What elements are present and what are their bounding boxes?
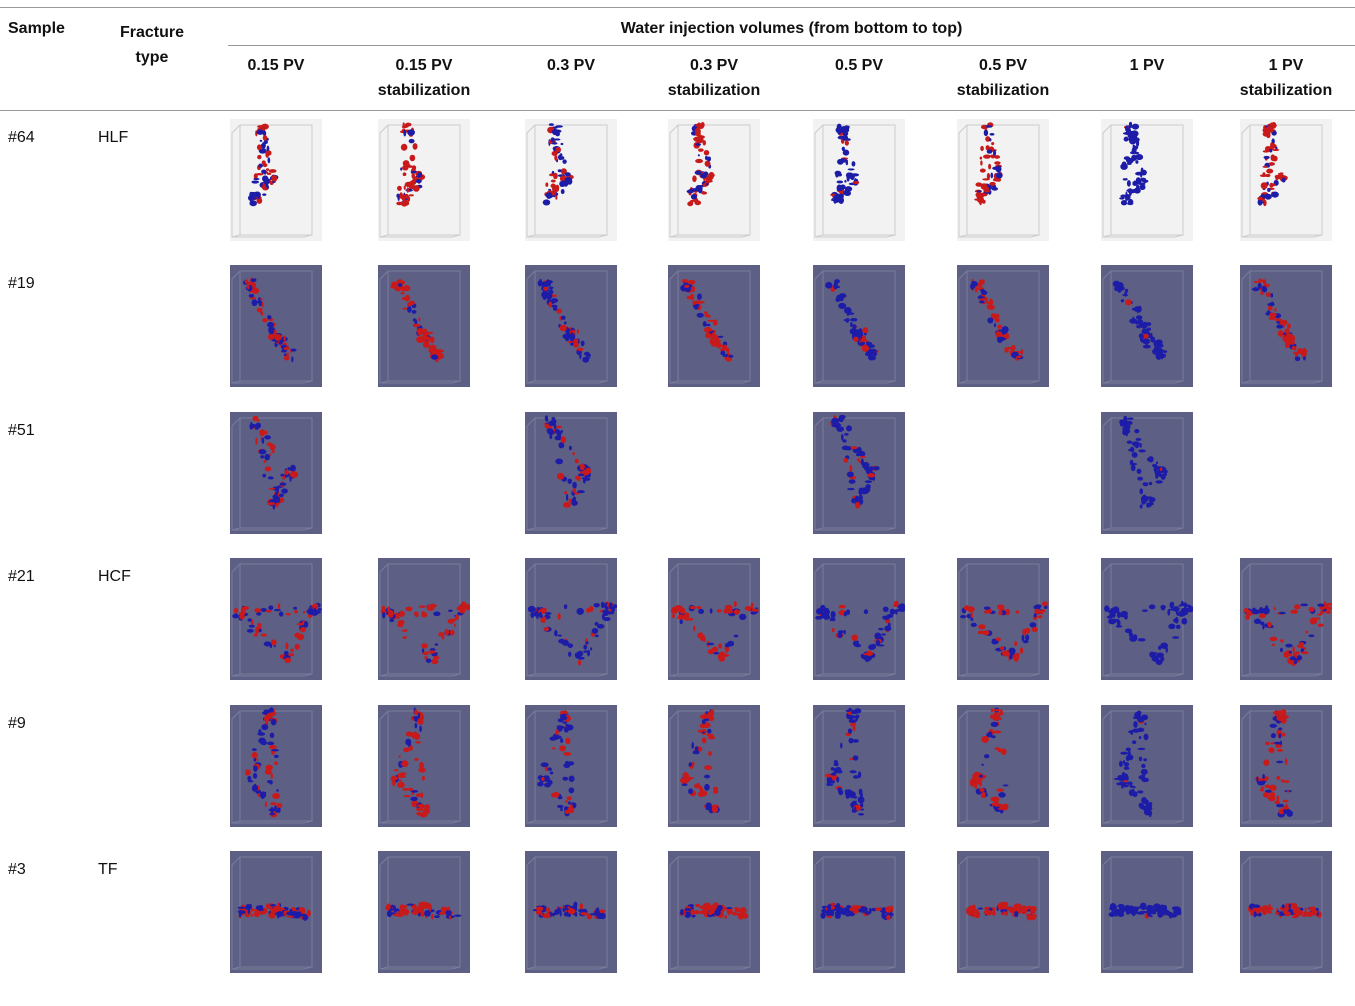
column-header: 1 PV: [1087, 53, 1207, 78]
ct-image: [813, 265, 905, 387]
fracture-type-cell: HCF: [98, 568, 131, 586]
ct-image: [525, 705, 617, 827]
sample-cell: #3: [8, 861, 26, 879]
ct-image: [813, 705, 905, 827]
ct-image: [668, 119, 760, 241]
page: Sample Fracture type Water injection vol…: [0, 0, 1355, 1006]
ct-image: [1101, 265, 1193, 387]
sample-header: Sample: [8, 20, 65, 38]
ct-image: [1101, 412, 1193, 534]
ct-image: [957, 119, 1049, 241]
ct-image: [525, 265, 617, 387]
ct-image: [1240, 705, 1332, 827]
ct-image: [957, 851, 1049, 973]
fracture-type-cell: HLF: [98, 129, 128, 147]
sample-cell: #21: [8, 568, 35, 586]
ct-image: [525, 412, 617, 534]
ct-image: [1101, 119, 1193, 241]
ct-image: [378, 265, 470, 387]
column-header: 0.15 PV: [216, 53, 336, 78]
column-header: 0.5 PV stabilization: [943, 53, 1063, 103]
sample-cell: #64: [8, 129, 35, 147]
sample-cell: #51: [8, 422, 35, 440]
ct-image: [525, 119, 617, 241]
ct-image: [813, 851, 905, 973]
ct-image: [378, 558, 470, 680]
ct-image: [668, 705, 760, 827]
ct-image: [378, 119, 470, 241]
ct-image: [230, 265, 322, 387]
header-rule: [0, 110, 1355, 111]
fracture-type-cell: TF: [98, 861, 118, 879]
ct-image: [230, 412, 322, 534]
ct-image: [813, 119, 905, 241]
ct-image: [668, 265, 760, 387]
group-rule: [228, 45, 1355, 46]
ct-image: [1101, 851, 1193, 973]
ct-image: [668, 851, 760, 973]
ct-image: [813, 412, 905, 534]
ct-image: [378, 851, 470, 973]
ct-image: [378, 705, 470, 827]
ct-image: [1101, 558, 1193, 680]
ct-image: [525, 851, 617, 973]
ct-image: [813, 558, 905, 680]
column-header: 0.3 PV stabilization: [654, 53, 774, 103]
ct-image: [668, 558, 760, 680]
ct-image: [230, 558, 322, 680]
sample-cell: #19: [8, 275, 35, 293]
ct-image: [1240, 265, 1332, 387]
ct-image: [1240, 119, 1332, 241]
ct-image: [1101, 705, 1193, 827]
column-header: 0.3 PV: [511, 53, 631, 78]
ct-image: [957, 705, 1049, 827]
ct-image: [230, 119, 322, 241]
column-header: 1 PV stabilization: [1226, 53, 1346, 103]
ct-image: [525, 558, 617, 680]
sample-cell: #9: [8, 715, 26, 733]
fracture-type-header: Fracture type: [112, 20, 192, 70]
column-header: 0.5 PV: [799, 53, 919, 78]
ct-image: [957, 558, 1049, 680]
top-rule: [0, 7, 1355, 8]
column-header: 0.15 PV stabilization: [364, 53, 484, 103]
ct-image: [1240, 851, 1332, 973]
ct-image: [230, 851, 322, 973]
ct-image: [957, 265, 1049, 387]
ct-image: [1240, 558, 1332, 680]
group-header: Water injection volumes (from bottom to …: [228, 20, 1355, 38]
ct-image: [230, 705, 322, 827]
